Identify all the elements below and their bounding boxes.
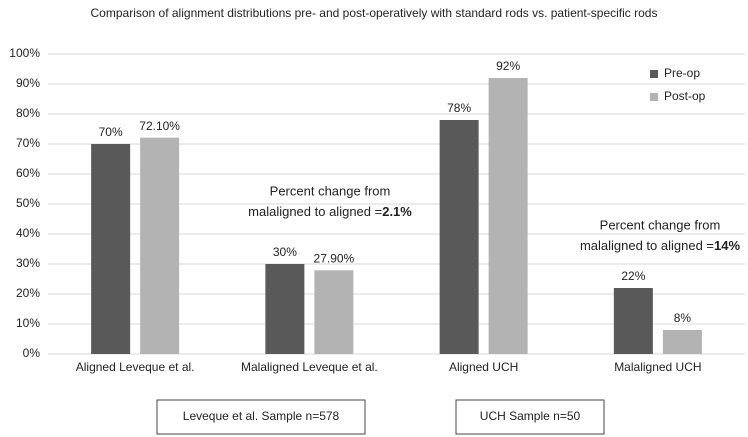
bar bbox=[488, 78, 528, 354]
y-tick-label: 70% bbox=[16, 136, 40, 150]
legend-label: Pre-op bbox=[664, 66, 700, 80]
x-tick-label: Aligned Leveque et al. bbox=[76, 360, 195, 374]
annotation-text: malaligned to aligned = bbox=[248, 204, 382, 219]
legend-label: Post-op bbox=[664, 89, 706, 103]
y-tick-label: 90% bbox=[16, 76, 40, 90]
bar bbox=[662, 330, 702, 354]
y-tick-label: 30% bbox=[16, 256, 40, 270]
chart-title: Comparison of alignment distributions pr… bbox=[91, 6, 658, 20]
bar bbox=[314, 270, 354, 354]
bar bbox=[140, 137, 180, 354]
bar bbox=[613, 288, 653, 354]
y-tick-label: 100% bbox=[9, 46, 40, 60]
group-box bbox=[455, 399, 605, 435]
legend-swatch bbox=[650, 70, 658, 78]
x-tick-label: Aligned UCH bbox=[449, 360, 518, 374]
bar bbox=[439, 120, 479, 354]
value-label: 30% bbox=[273, 245, 297, 259]
x-tick-label: Malaligned UCH bbox=[614, 360, 701, 374]
annotation: Percent change from bbox=[270, 183, 391, 198]
y-tick-label: 0% bbox=[23, 346, 41, 360]
value-label: 8% bbox=[674, 311, 692, 325]
legend-swatch bbox=[650, 93, 658, 101]
y-tick-label: 60% bbox=[16, 166, 40, 180]
value-label: 92% bbox=[496, 59, 520, 73]
annotation: malaligned to aligned =14% bbox=[580, 238, 741, 253]
y-tick-label: 50% bbox=[16, 196, 40, 210]
annotation: Percent change from bbox=[600, 217, 721, 232]
value-label: 72.10% bbox=[139, 119, 180, 133]
annotation-text: malaligned to aligned = bbox=[580, 238, 714, 253]
annotation-value: 2.1% bbox=[382, 204, 412, 219]
group-label: Leveque et al. Sample n=578 bbox=[183, 409, 340, 423]
y-tick-label: 80% bbox=[16, 106, 40, 120]
bar bbox=[91, 144, 131, 354]
value-label: 70% bbox=[99, 125, 123, 139]
group-label: UCH Sample n=50 bbox=[480, 409, 581, 423]
annotation: malaligned to aligned =2.1% bbox=[248, 204, 412, 219]
x-tick-label: Malaligned Leveque et al. bbox=[241, 360, 378, 374]
y-tick-label: 10% bbox=[16, 316, 40, 330]
group-box bbox=[156, 399, 366, 435]
bar bbox=[265, 264, 305, 354]
y-tick-label: 40% bbox=[16, 226, 40, 240]
value-label: 27.90% bbox=[314, 251, 355, 265]
y-tick-label: 20% bbox=[16, 286, 40, 300]
annotation-value: 14% bbox=[714, 238, 740, 253]
value-label: 78% bbox=[447, 101, 471, 115]
value-label: 22% bbox=[621, 269, 645, 283]
